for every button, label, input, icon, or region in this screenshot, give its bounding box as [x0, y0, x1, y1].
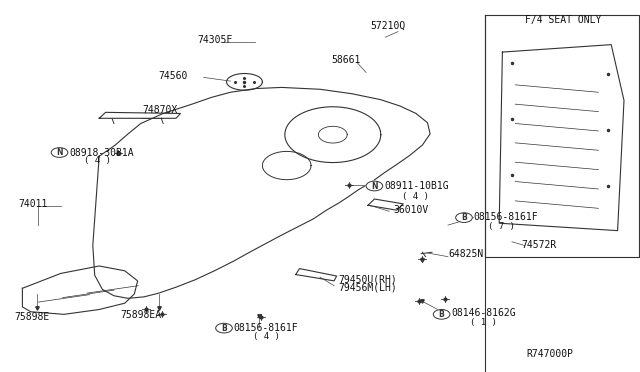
Text: 74560: 74560 [159, 71, 188, 81]
Text: ( 4 ): ( 4 ) [84, 156, 111, 165]
Text: 36010V: 36010V [394, 205, 429, 215]
Text: B: B [439, 310, 444, 319]
Text: 08918-30B1A: 08918-30B1A [69, 148, 134, 157]
Text: 79450U(RH): 79450U(RH) [338, 275, 397, 285]
Circle shape [433, 310, 450, 319]
Text: ( 1 ): ( 1 ) [470, 318, 497, 327]
Text: N: N [56, 148, 63, 157]
Text: 74870X: 74870X [142, 105, 177, 115]
Text: 08156-8161F: 08156-8161F [234, 323, 298, 333]
Circle shape [366, 181, 383, 191]
Text: 08146-8162G: 08146-8162G [451, 308, 516, 318]
Circle shape [456, 213, 472, 222]
Text: 74011: 74011 [18, 199, 47, 209]
Text: B: B [221, 324, 227, 333]
Text: ( 7 ): ( 7 ) [488, 222, 515, 231]
Text: F/4 SEAT ONLY: F/4 SEAT ONLY [525, 16, 601, 25]
Circle shape [216, 323, 232, 333]
Text: 58661: 58661 [332, 55, 361, 65]
Text: 74305F: 74305F [197, 35, 232, 45]
Text: ( 4 ): ( 4 ) [402, 192, 429, 201]
Text: 75898EA: 75898EA [120, 311, 161, 320]
Text: 08911-10B1G: 08911-10B1G [384, 181, 449, 191]
Text: R747000P: R747000P [526, 349, 573, 359]
Text: B: B [461, 213, 467, 222]
Text: 08156-8161F: 08156-8161F [474, 212, 538, 221]
Text: 64825N: 64825N [448, 249, 483, 259]
Text: 57210Q: 57210Q [370, 21, 405, 31]
Circle shape [51, 148, 68, 157]
Text: 79456M(LH): 79456M(LH) [338, 282, 397, 292]
Text: 75898E: 75898E [14, 312, 49, 322]
Text: 74572R: 74572R [522, 240, 557, 250]
Text: ( 4 ): ( 4 ) [253, 332, 280, 341]
Text: N: N [371, 182, 378, 190]
